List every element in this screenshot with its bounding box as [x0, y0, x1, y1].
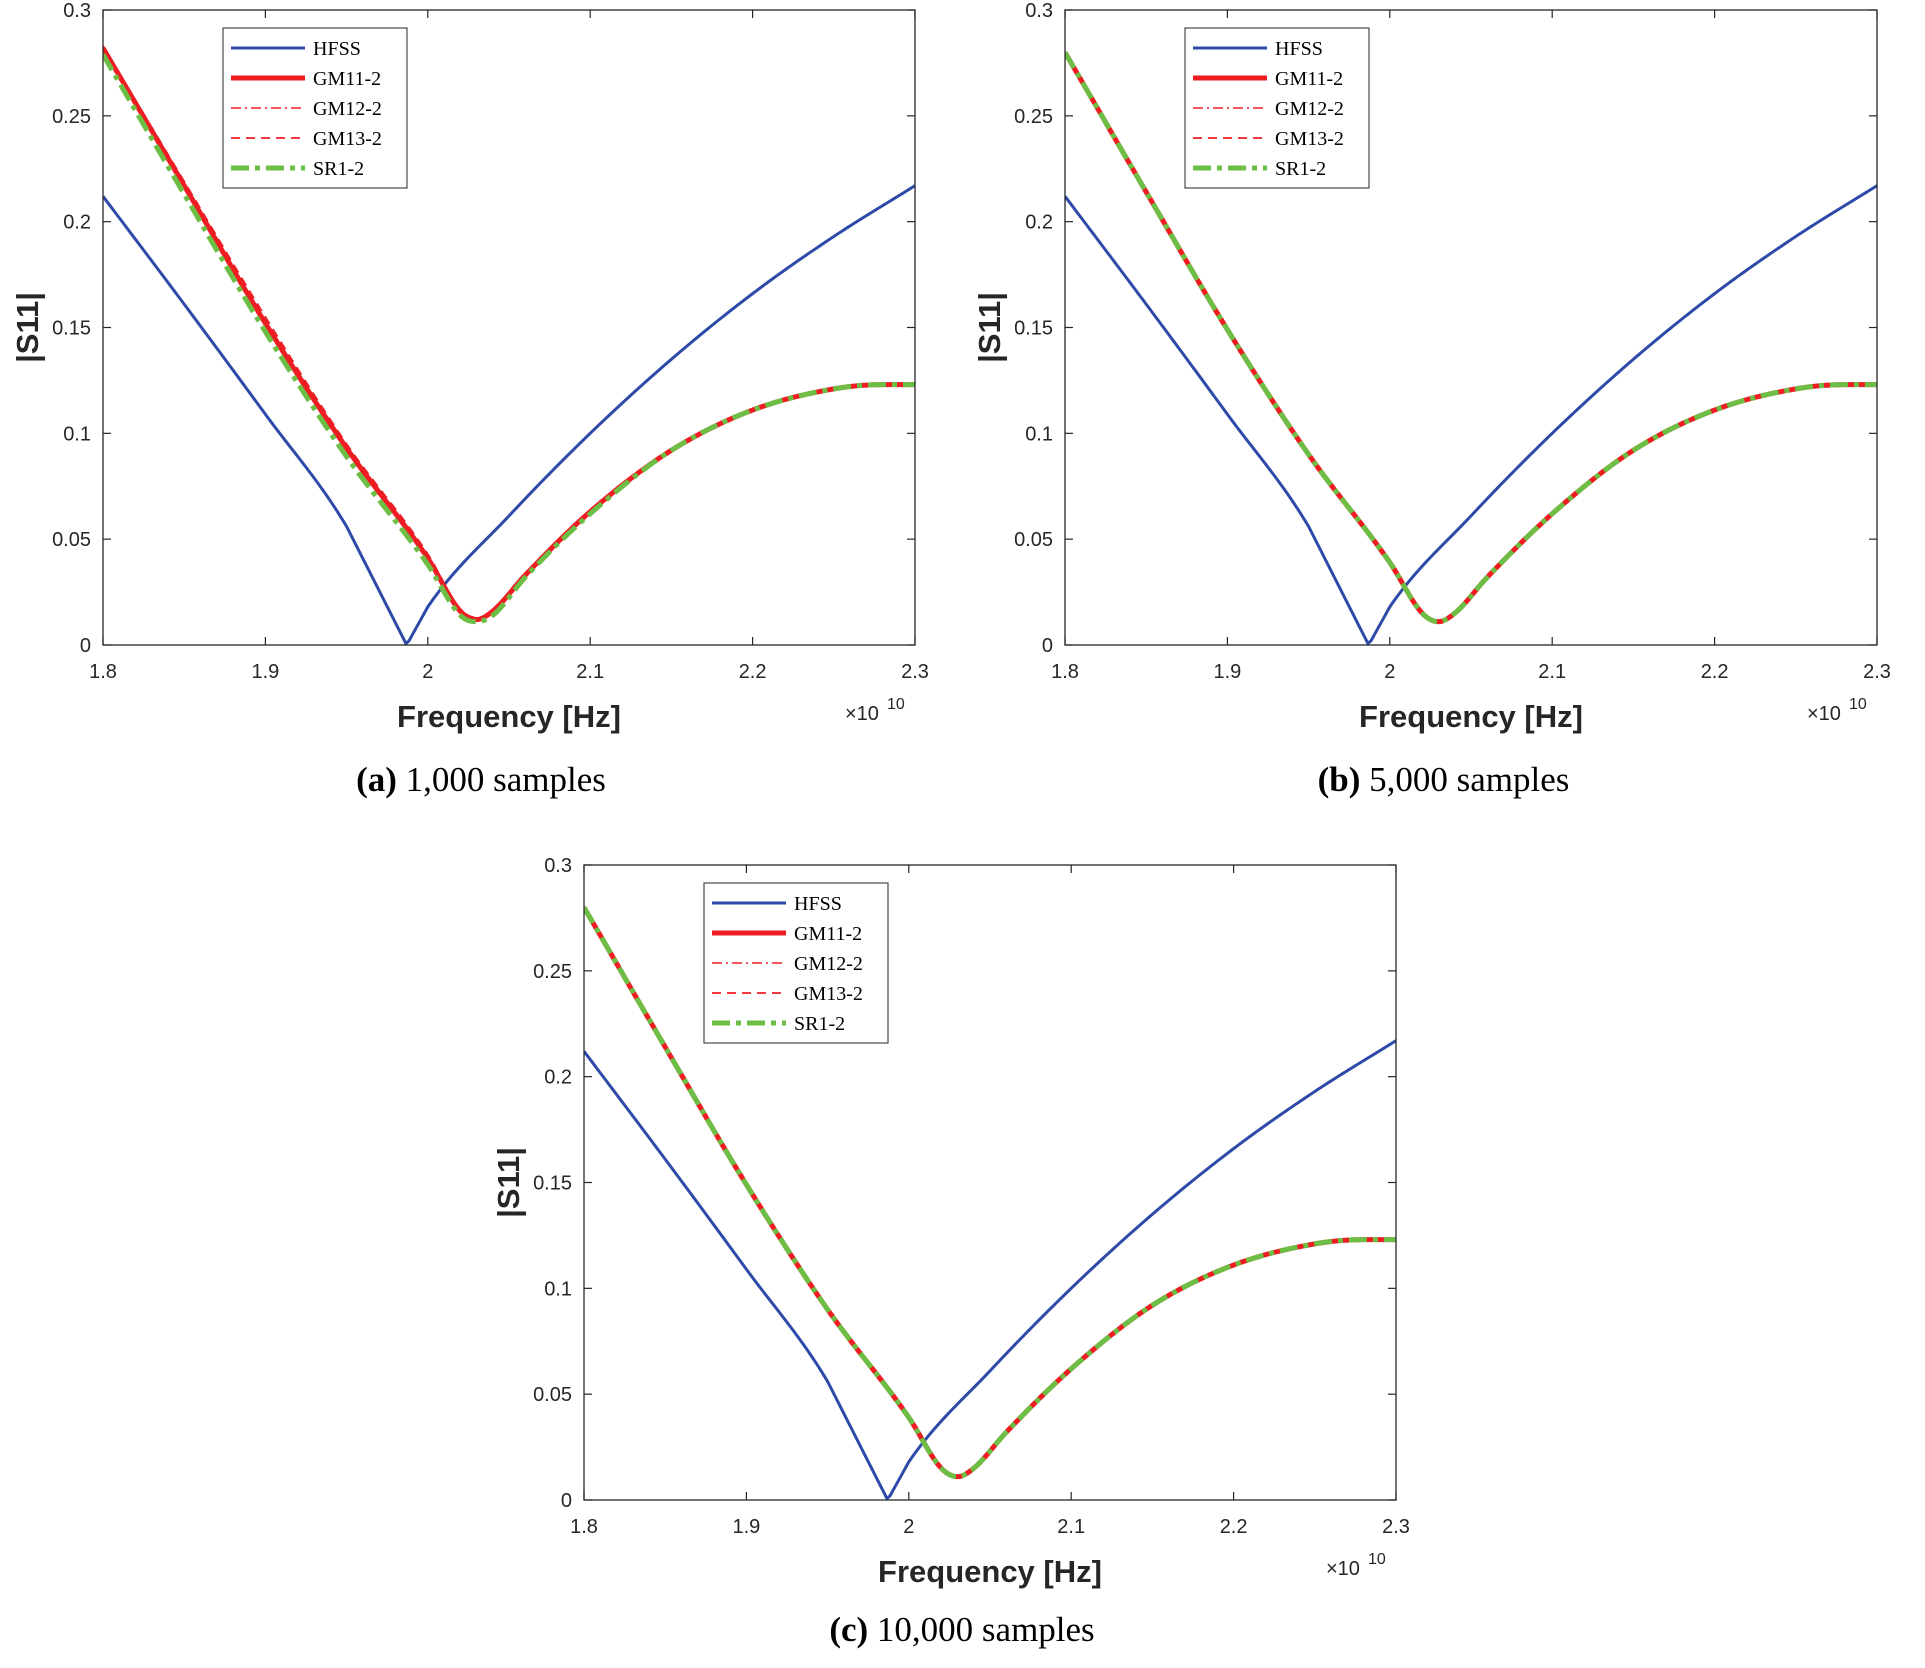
x-axis-label: Frequency [Hz] [397, 699, 621, 734]
caption-text: 1,000 samples [405, 760, 606, 799]
x-tick-label: 1.9 [251, 661, 279, 683]
y-tick-label: 0.25 [533, 961, 572, 983]
series-sr1-2 [1065, 51, 1877, 625]
caption-text: 5,000 samples [1369, 760, 1570, 799]
x-tick-label: 2.2 [739, 661, 767, 683]
x-exponent: ×10 [845, 703, 879, 725]
y-axis-label: |S11| [10, 292, 45, 363]
y-tick-label: 0 [80, 635, 91, 657]
legend-label: GM12-2 [794, 953, 863, 975]
plot-area [103, 45, 915, 645]
plot-area [1065, 51, 1877, 645]
y-axis-label: |S11| [972, 292, 1007, 363]
x-tick-label: 2.2 [1701, 661, 1729, 683]
legend: HFSS GM11-2 GM12-2 GM13-2 SR1-2 [222, 27, 408, 189]
x-axis-label: Frequency [Hz] [1359, 699, 1583, 734]
y-tick-label: 0.25 [52, 106, 91, 128]
x-tick-label: 1.9 [1213, 661, 1241, 683]
legend-label: GM13-2 [313, 128, 382, 150]
panel-a: 1.8 1.9 2 2.1 2.2 2.3 0 0.05 0.1 0.15 0.2 0.25 0.3 Fr… [0, 0, 962, 820]
x-tick-label: 2 [422, 661, 433, 683]
y-tick-label: 0.1 [1025, 423, 1053, 445]
chart-c: 1.8 1.9 2 2.1 2.2 2.3 0 0.05 0.1 0.15 0.2 0.25 0.3 Fr… [491, 855, 1410, 1589]
y-axis-label: |S11| [491, 1147, 526, 1218]
caption-a: (a) 1,000 samples [0, 760, 962, 800]
caption-label: (b) [1317, 760, 1361, 799]
y-tick-label: 0.25 [1014, 106, 1053, 128]
x-axis-label: Frequency [Hz] [878, 1554, 1102, 1589]
y-tick-label: 0.15 [533, 1173, 572, 1195]
y-tick-label: 0.3 [1025, 0, 1053, 22]
legend-label: HFSS [313, 38, 361, 60]
legend-label: GM13-2 [1275, 128, 1344, 150]
chart-a: 1.8 1.9 2 2.1 2.2 2.3 0 0.05 0.1 0.15 0.2 0.25 0.3 Fr… [10, 0, 929, 734]
x-tick-label: 2.2 [1220, 1516, 1248, 1538]
y-tick-label: 0 [561, 1490, 572, 1512]
x-tick-label: 2 [1384, 661, 1395, 683]
y-tick-label: 0.2 [544, 1067, 572, 1089]
x-tick-label: 1.8 [570, 1516, 598, 1538]
series-sr1-2 [584, 906, 1396, 1480]
y-tick-label: 0.15 [1014, 318, 1053, 340]
legend-label: SR1-2 [313, 158, 364, 180]
series-hfss [103, 184, 915, 645]
x-tick-label: 2 [903, 1516, 914, 1538]
x-exponent-power: 10 [1368, 1551, 1386, 1568]
y-tick-label: 0 [1042, 635, 1053, 657]
y-tick-label: 0.3 [63, 0, 91, 22]
caption-label: (a) [356, 760, 397, 799]
legend-label: HFSS [1275, 38, 1323, 60]
series-hfss [1065, 184, 1877, 645]
x-exponent: ×10 [1326, 1558, 1360, 1580]
y-tick-label: 0.15 [52, 318, 91, 340]
chart-b: 1.8 1.9 2 2.1 2.2 2.3 0 0.05 0.1 0.15 0.2 0.25 0.3 Fr… [972, 0, 1891, 734]
legend-label: SR1-2 [1275, 158, 1326, 180]
x-tick-label: 2.1 [576, 661, 604, 683]
y-tick-label: 0.3 [544, 855, 572, 877]
legend-label: SR1-2 [794, 1013, 845, 1035]
x-exponent: ×10 [1807, 703, 1841, 725]
caption-text: 10,000 samples [876, 1610, 1095, 1649]
series-sr1-2 [103, 53, 915, 625]
caption-c: (c) 10,000 samples [481, 1610, 1443, 1650]
x-tick-label: 2.3 [901, 661, 929, 683]
x-tick-label: 1.8 [89, 661, 117, 683]
legend-label: GM13-2 [794, 983, 863, 1005]
legend: HFSS GM11-2 GM12-2 GM13-2 SR1-2 [1184, 27, 1370, 189]
legend-label: GM11-2 [1275, 68, 1343, 90]
y-tick-label: 0.05 [533, 1384, 572, 1406]
series-hfss [584, 1039, 1396, 1500]
x-tick-label: 1.9 [732, 1516, 760, 1538]
x-tick-label: 2.3 [1382, 1516, 1410, 1538]
legend-label: GM11-2 [794, 923, 862, 945]
y-tick-label: 0.2 [63, 212, 91, 234]
panel-c: 1.8 1.9 2 2.1 2.2 2.3 0 0.05 0.1 0.15 0.2 0.25 0.3 Fr… [481, 855, 1443, 1668]
y-tick-label: 0.05 [1014, 529, 1053, 551]
x-tick-label: 2.1 [1538, 661, 1566, 683]
caption-label: (c) [829, 1610, 869, 1649]
y-tick-label: 0.05 [52, 529, 91, 551]
plot-area [584, 906, 1396, 1500]
x-exponent-power: 10 [1849, 696, 1867, 713]
x-tick-label: 1.8 [1051, 661, 1079, 683]
x-tick-label: 2.1 [1057, 1516, 1085, 1538]
legend-label: GM11-2 [313, 68, 381, 90]
y-tick-label: 0.2 [1025, 212, 1053, 234]
legend-label: GM12-2 [1275, 98, 1344, 120]
x-tick-label: 2.3 [1863, 661, 1891, 683]
panel-b: 1.8 1.9 2 2.1 2.2 2.3 0 0.05 0.1 0.15 0.2 0.25 0.3 Fr… [962, 0, 1925, 820]
legend-label: HFSS [794, 893, 842, 915]
legend: HFSS GM11-2 GM12-2 GM13-2 SR1-2 [703, 882, 889, 1044]
y-tick-label: 0.1 [544, 1278, 572, 1300]
caption-b: (b) 5,000 samples [962, 760, 1925, 800]
y-tick-label: 0.1 [63, 423, 91, 445]
x-exponent-power: 10 [887, 696, 905, 713]
legend-label: GM12-2 [313, 98, 382, 120]
